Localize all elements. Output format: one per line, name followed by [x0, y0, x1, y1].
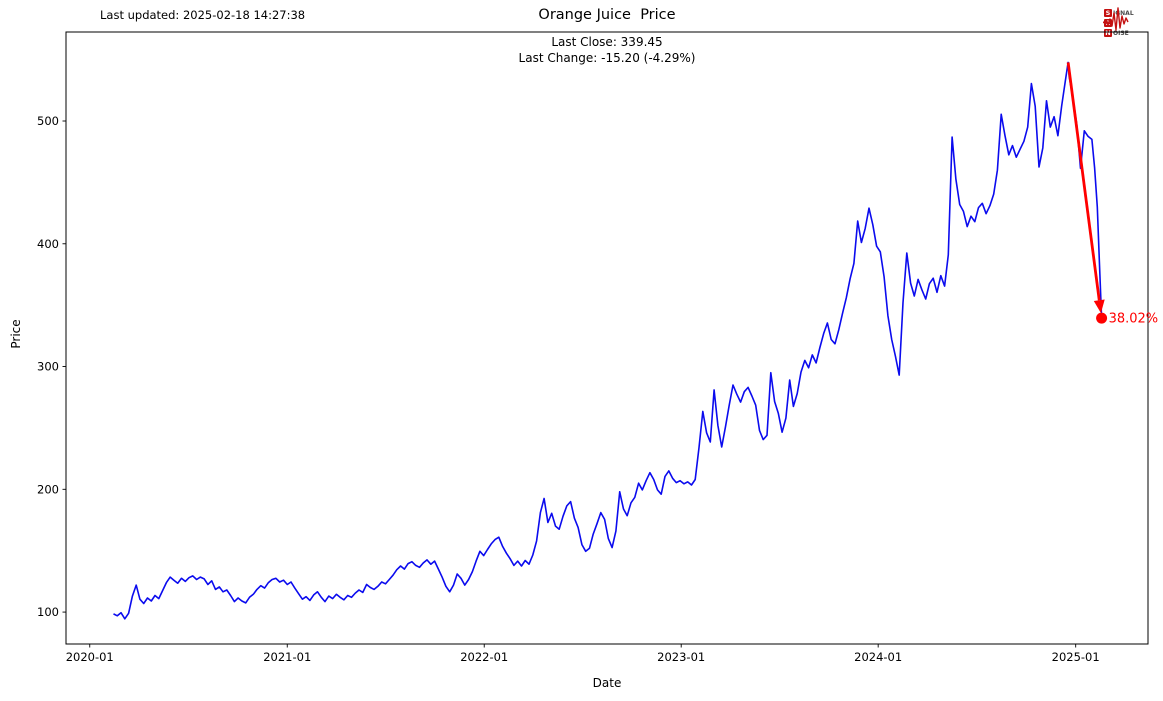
logo-row-signal: S IGNAL: [1104, 9, 1134, 17]
svg-text:38.02%: 38.02%: [1109, 312, 1159, 327]
chart-title: Orange Juice Price: [538, 7, 676, 23]
x-axis-label: Date: [592, 676, 622, 690]
logo-badge-n: N: [1104, 29, 1112, 37]
signal2noise-logo: S IGNAL 2 N OISE: [1103, 4, 1159, 42]
svg-text:2023-01: 2023-01: [657, 650, 705, 664]
logo-badge-s: S: [1104, 9, 1112, 17]
svg-text:2022-01: 2022-01: [460, 650, 508, 664]
svg-text:2020-01: 2020-01: [66, 650, 114, 664]
svg-text:100: 100: [37, 605, 59, 619]
svg-text:2024-01: 2024-01: [854, 650, 902, 664]
svg-text:300: 300: [37, 360, 59, 374]
chart-subtitle: Last Close: 339.45 Last Change: -15.20 (…: [66, 34, 1148, 66]
y-axis-label: Price: [9, 319, 23, 349]
waveform-icon: [1103, 7, 1129, 31]
svg-text:2025-01: 2025-01: [1052, 650, 1100, 664]
logo-row-noise: N OISE: [1104, 29, 1129, 37]
last-close-text: Last Close: 339.45: [551, 35, 663, 49]
svg-text:2021-01: 2021-01: [263, 650, 311, 664]
last-change-text: Last Change: -15.20 (-4.29%): [518, 51, 696, 65]
last-updated-text: Last updated: 2025-02-18 14:27:38: [100, 8, 306, 22]
svg-text:200: 200: [37, 482, 59, 496]
svg-text:500: 500: [37, 114, 59, 128]
svg-text:400: 400: [37, 237, 59, 251]
